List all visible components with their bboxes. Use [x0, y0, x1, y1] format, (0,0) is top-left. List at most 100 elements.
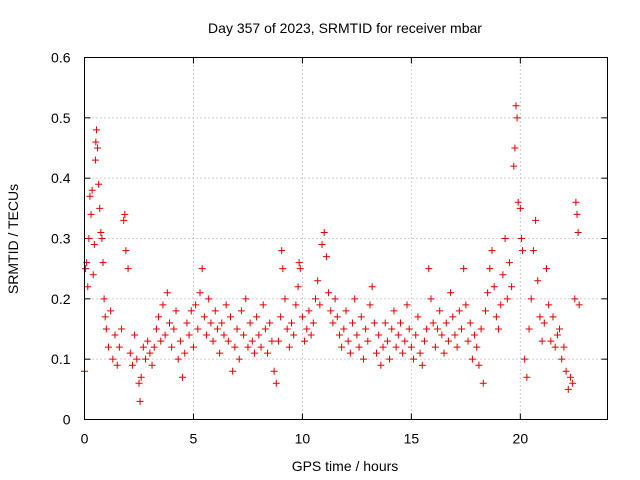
- data-point: [320, 228, 328, 236]
- data-point: [85, 235, 93, 242]
- data-point: [525, 325, 533, 333]
- data-point: [560, 343, 568, 351]
- data-point: [538, 337, 546, 345]
- data-point: [314, 277, 322, 285]
- data-point: [327, 307, 335, 315]
- data-point: [420, 337, 428, 345]
- data-point: [233, 325, 241, 333]
- x-tick-label: 0: [81, 431, 89, 447]
- data-point: [290, 331, 298, 339]
- data-point: [157, 337, 165, 345]
- data-point: [170, 325, 178, 333]
- data-point: [295, 259, 303, 267]
- data-point: [349, 319, 357, 327]
- data-point: [183, 319, 191, 327]
- data-point: [355, 343, 363, 351]
- x-axis-label: GPS time / hours: [292, 458, 399, 474]
- data-point: [270, 367, 278, 375]
- data-point: [264, 349, 272, 357]
- data-point: [434, 325, 442, 333]
- data-point: [118, 325, 126, 333]
- data-point: [386, 355, 394, 363]
- data-point: [277, 313, 285, 321]
- y-axis-label: SRMTID / TECUs: [5, 184, 21, 294]
- chart-title: Day 357 of 2023, SRMTID for receiver mba…: [208, 20, 482, 36]
- data-point: [497, 301, 505, 309]
- data-point: [244, 343, 252, 351]
- data-point: [268, 337, 276, 345]
- data-point: [381, 319, 389, 327]
- data-point: [122, 247, 130, 255]
- data-point: [575, 301, 583, 309]
- data-point: [462, 301, 470, 309]
- data-point: [97, 228, 105, 236]
- data-point: [224, 337, 232, 345]
- data-point: [120, 216, 128, 224]
- data-point: [510, 162, 518, 170]
- data-point: [564, 385, 572, 393]
- data-point: [403, 301, 411, 309]
- data-point: [309, 319, 317, 327]
- data-point: [344, 337, 352, 345]
- data-point: [87, 210, 95, 218]
- data-point: [377, 361, 385, 369]
- data-point: [92, 126, 100, 134]
- data-point: [501, 235, 509, 242]
- data-point: [512, 102, 520, 110]
- data-point: [90, 241, 98, 249]
- data-point: [292, 301, 300, 309]
- y-tick-label: 0: [63, 412, 71, 428]
- data-point: [257, 343, 265, 351]
- data-point: [423, 325, 431, 333]
- data-point: [438, 331, 446, 339]
- data-point: [111, 331, 119, 339]
- data-point: [133, 355, 141, 363]
- data-point: [346, 349, 354, 357]
- data-point: [222, 301, 230, 309]
- data-point: [527, 295, 535, 303]
- data-point: [495, 325, 503, 333]
- data-point: [340, 325, 348, 333]
- y-tick-label: 0.5: [51, 110, 71, 126]
- data-point: [418, 361, 426, 369]
- x-tick-label: 20: [513, 431, 529, 447]
- data-point: [547, 337, 555, 345]
- data-point: [150, 343, 158, 351]
- data-point: [82, 265, 90, 273]
- data-point: [205, 295, 213, 303]
- x-tick-label: 15: [404, 431, 420, 447]
- data-point: [261, 325, 269, 333]
- data-point: [278, 247, 286, 255]
- data-point: [301, 337, 309, 345]
- data-point: [553, 331, 561, 339]
- y-tick-label: 0.6: [51, 50, 71, 66]
- data-point: [534, 277, 542, 285]
- data-point: [209, 337, 217, 345]
- data-point: [529, 247, 537, 255]
- data-point: [571, 295, 579, 303]
- data-point: [362, 325, 370, 333]
- data-point: [192, 301, 200, 309]
- data-point: [86, 192, 94, 200]
- data-point: [475, 361, 483, 369]
- data-point: [514, 198, 522, 206]
- data-points: [81, 102, 583, 405]
- data-point: [207, 319, 215, 327]
- data-point: [84, 283, 92, 291]
- data-point: [279, 265, 287, 273]
- data-point: [392, 343, 400, 351]
- data-point: [216, 349, 224, 357]
- data-point: [373, 349, 381, 357]
- data-point: [237, 307, 245, 315]
- data-point: [213, 325, 221, 333]
- data-point: [95, 180, 103, 188]
- data-point: [566, 373, 574, 381]
- data-point: [200, 313, 208, 321]
- data-point: [574, 228, 582, 236]
- data-point: [121, 210, 129, 218]
- data-point: [196, 289, 204, 297]
- data-point: [503, 295, 511, 303]
- data-point: [285, 343, 293, 351]
- data-point: [488, 247, 496, 255]
- data-point: [142, 355, 150, 363]
